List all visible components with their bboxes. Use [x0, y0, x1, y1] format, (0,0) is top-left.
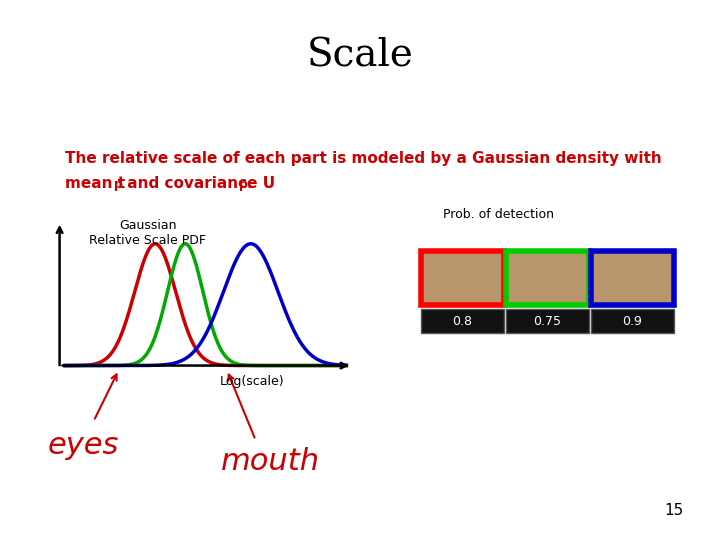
Text: Scale: Scale — [307, 38, 413, 75]
Text: Prob. of detection: Prob. of detection — [443, 208, 554, 221]
Text: 0.9: 0.9 — [623, 315, 642, 328]
Text: The relative scale of each part is modeled by a Gaussian density with: The relative scale of each part is model… — [65, 151, 662, 166]
Text: .: . — [246, 176, 252, 191]
Text: 0.75: 0.75 — [534, 315, 562, 328]
Text: 15: 15 — [665, 503, 684, 518]
Text: 0.8: 0.8 — [453, 315, 472, 328]
Text: mean t: mean t — [65, 176, 125, 191]
Text: and covariance U: and covariance U — [122, 176, 275, 191]
Text: Log(scale): Log(scale) — [220, 375, 284, 388]
Text: p: p — [114, 178, 123, 191]
Text: mouth: mouth — [220, 447, 320, 476]
Text: eyes: eyes — [47, 431, 119, 460]
Text: Gaussian
Relative Scale PDF: Gaussian Relative Scale PDF — [89, 219, 206, 247]
Text: p: p — [239, 178, 248, 191]
